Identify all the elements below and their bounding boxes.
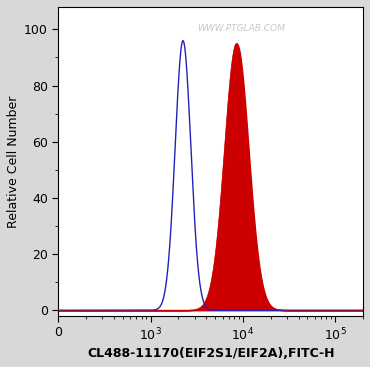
Y-axis label: Relative Cell Number: Relative Cell Number xyxy=(7,95,20,228)
X-axis label: CL488-11170(EIF2S1/EIF2A),FITC-H: CL488-11170(EIF2S1/EIF2A),FITC-H xyxy=(87,347,334,360)
Text: WWW.PTGLAB.COM: WWW.PTGLAB.COM xyxy=(197,24,285,33)
